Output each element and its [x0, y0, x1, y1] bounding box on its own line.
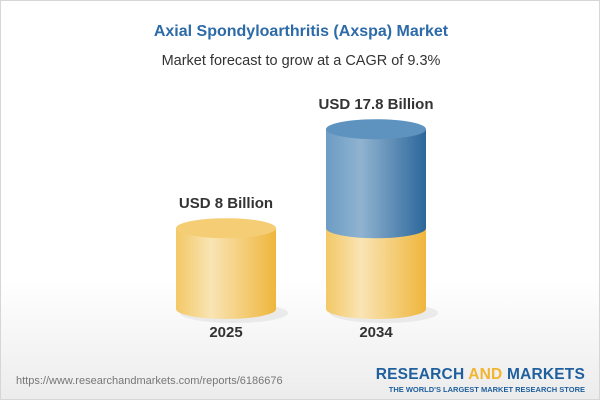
bar-top-2034	[326, 119, 426, 140]
category-label: 2025	[209, 324, 242, 341]
data-label: USD 8 Billion	[179, 195, 273, 212]
source-url[interactable]: https://www.researchandmarkets.com/repor…	[16, 375, 283, 387]
data-label: USD 17.8 Billion	[318, 96, 433, 113]
category-label: 2034	[359, 324, 393, 341]
logo-text-markets: MARKETS	[502, 366, 585, 383]
bar-growth-segment-2034	[326, 129, 426, 239]
bar-top-2025	[176, 218, 276, 239]
logo-text: RESEARCH	[375, 366, 469, 383]
chart-subtitle: Market forecast to grow at a CAGR of 9.3…	[161, 53, 441, 69]
bar-base-segment-2034	[326, 228, 426, 319]
research-and-markets-logo: RESEARCH AND MARKETS THE WORLD'S LARGEST…	[376, 366, 585, 394]
logo-text-and: AND	[468, 366, 503, 383]
bar-2025	[176, 228, 276, 319]
logo-tagline: THE WORLD'S LARGEST MARKET RESEARCH STOR…	[388, 385, 585, 394]
chart-title: Axial Spondyloarthritis (Axspa) Market	[153, 23, 449, 40]
